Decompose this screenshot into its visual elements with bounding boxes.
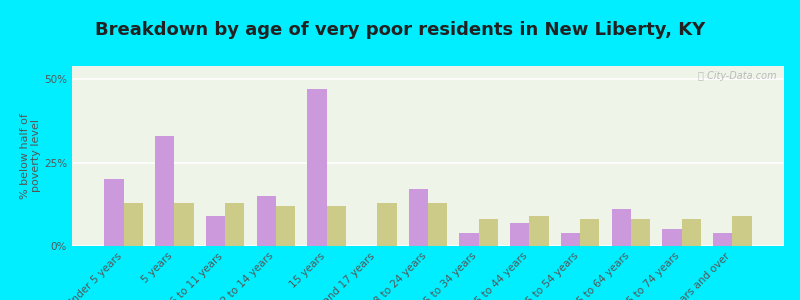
Bar <box>561 233 580 246</box>
Bar <box>104 179 124 246</box>
Bar <box>631 219 650 246</box>
Bar <box>124 203 143 246</box>
Bar <box>257 196 276 246</box>
Text: ⓘ City-Data.com: ⓘ City-Data.com <box>698 71 777 81</box>
Bar <box>174 203 194 246</box>
Bar <box>732 216 752 246</box>
Bar <box>206 216 225 246</box>
Bar <box>713 233 732 246</box>
Bar <box>307 89 326 246</box>
Bar <box>580 219 599 246</box>
Bar <box>478 219 498 246</box>
Bar <box>612 209 631 246</box>
Bar <box>225 203 244 246</box>
Bar <box>409 189 428 246</box>
Bar <box>510 223 530 246</box>
Bar <box>155 136 174 246</box>
Bar <box>428 203 447 246</box>
Text: Breakdown by age of very poor residents in New Liberty, KY: Breakdown by age of very poor residents … <box>95 21 705 39</box>
Bar <box>276 206 295 246</box>
Bar <box>530 216 549 246</box>
Bar <box>682 219 701 246</box>
Bar <box>378 203 397 246</box>
Y-axis label: % below half of
poverty level: % below half of poverty level <box>20 113 42 199</box>
Bar <box>459 233 478 246</box>
Bar <box>662 229 682 246</box>
Bar <box>326 206 346 246</box>
